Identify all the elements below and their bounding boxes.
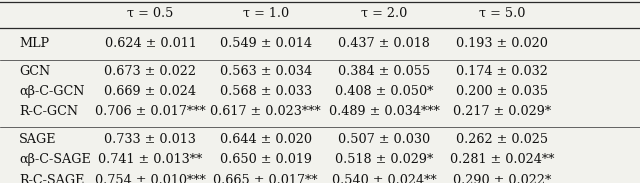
Text: SAGE: SAGE bbox=[19, 132, 57, 146]
Text: 0.507 ± 0.030: 0.507 ± 0.030 bbox=[338, 132, 430, 146]
Text: 0.200 ± 0.035: 0.200 ± 0.035 bbox=[456, 85, 548, 98]
Text: GCN: GCN bbox=[19, 64, 51, 78]
Text: 0.706 ± 0.017***: 0.706 ± 0.017*** bbox=[95, 105, 205, 119]
Text: MLP: MLP bbox=[19, 37, 49, 51]
Text: 0.741 ± 0.013**: 0.741 ± 0.013** bbox=[99, 153, 202, 166]
Text: R-C-SAGE: R-C-SAGE bbox=[19, 173, 84, 183]
Text: 0.518 ± 0.029*: 0.518 ± 0.029* bbox=[335, 153, 433, 166]
Text: 0.650 ± 0.019: 0.650 ± 0.019 bbox=[220, 153, 312, 166]
Text: 0.281 ± 0.024**: 0.281 ± 0.024** bbox=[450, 153, 555, 166]
Text: 0.489 ± 0.034***: 0.489 ± 0.034*** bbox=[328, 105, 440, 119]
Text: 0.733 ± 0.013: 0.733 ± 0.013 bbox=[104, 132, 196, 146]
Text: 0.644 ± 0.020: 0.644 ± 0.020 bbox=[220, 132, 312, 146]
Text: 0.262 ± 0.025: 0.262 ± 0.025 bbox=[456, 132, 548, 146]
Text: 0.408 ± 0.050*: 0.408 ± 0.050* bbox=[335, 85, 433, 98]
Text: 0.673 ± 0.022: 0.673 ± 0.022 bbox=[104, 64, 196, 78]
Text: τ = 1.0: τ = 1.0 bbox=[243, 6, 289, 19]
Text: τ = 2.0: τ = 2.0 bbox=[361, 6, 407, 19]
Text: αβ-C-GCN: αβ-C-GCN bbox=[19, 85, 84, 98]
Text: 0.437 ± 0.018: 0.437 ± 0.018 bbox=[338, 37, 430, 51]
Text: 0.665 ± 0.017**: 0.665 ± 0.017** bbox=[213, 173, 318, 183]
Text: 0.540 ± 0.024**: 0.540 ± 0.024** bbox=[332, 173, 436, 183]
Text: 0.174 ± 0.032: 0.174 ± 0.032 bbox=[456, 64, 548, 78]
Text: 0.669 ± 0.024: 0.669 ± 0.024 bbox=[104, 85, 196, 98]
Text: R-C-GCN: R-C-GCN bbox=[19, 105, 78, 119]
Text: τ = 5.0: τ = 5.0 bbox=[479, 6, 525, 19]
Text: 0.754 ± 0.010***: 0.754 ± 0.010*** bbox=[95, 173, 206, 183]
Text: 0.624 ± 0.011: 0.624 ± 0.011 bbox=[104, 37, 196, 51]
Text: 0.563 ± 0.034: 0.563 ± 0.034 bbox=[220, 64, 312, 78]
Text: 0.384 ± 0.055: 0.384 ± 0.055 bbox=[338, 64, 430, 78]
Text: 0.193 ± 0.020: 0.193 ± 0.020 bbox=[456, 37, 548, 51]
Text: 0.568 ± 0.033: 0.568 ± 0.033 bbox=[220, 85, 312, 98]
Text: 0.549 ± 0.014: 0.549 ± 0.014 bbox=[220, 37, 312, 51]
Text: 0.617 ± 0.023***: 0.617 ± 0.023*** bbox=[211, 105, 321, 119]
Text: τ = 0.5: τ = 0.5 bbox=[127, 6, 173, 19]
Text: αβ-C-SAGE: αβ-C-SAGE bbox=[19, 153, 91, 166]
Text: 0.217 ± 0.029*: 0.217 ± 0.029* bbox=[453, 105, 552, 119]
Text: 0.290 ± 0.022*: 0.290 ± 0.022* bbox=[453, 173, 552, 183]
